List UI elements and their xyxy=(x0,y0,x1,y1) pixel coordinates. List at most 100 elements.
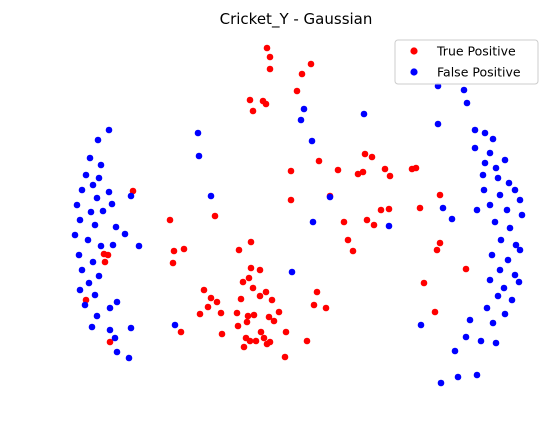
data-point xyxy=(91,291,99,299)
data-point xyxy=(268,296,276,304)
data-point xyxy=(93,194,101,202)
data-point xyxy=(106,338,114,346)
data-point xyxy=(247,238,255,246)
data-point xyxy=(463,99,471,107)
data-point xyxy=(106,326,114,334)
data-point xyxy=(491,218,499,226)
data-point xyxy=(462,265,470,273)
data-point xyxy=(75,251,83,259)
data-point xyxy=(480,186,488,194)
data-point xyxy=(439,204,447,212)
legend-label-false-positive: False Positive xyxy=(437,65,521,80)
data-point xyxy=(494,174,502,182)
data-point xyxy=(492,164,500,172)
data-point xyxy=(288,268,296,276)
data-point xyxy=(508,296,516,304)
data-point xyxy=(88,323,96,331)
data-point xyxy=(512,241,520,249)
data-point xyxy=(106,304,114,312)
data-point xyxy=(256,266,264,274)
data-point xyxy=(78,266,86,274)
data-point xyxy=(111,334,119,342)
data-point xyxy=(180,245,188,253)
data-point xyxy=(94,136,102,144)
data-point xyxy=(234,322,242,330)
data-point xyxy=(95,272,103,280)
data-point xyxy=(113,348,121,356)
data-point xyxy=(454,373,462,381)
data-point xyxy=(344,236,352,244)
legend-frame xyxy=(394,39,539,85)
data-point xyxy=(518,211,526,219)
data-point xyxy=(245,274,253,282)
series-true-positive xyxy=(82,44,470,361)
data-point xyxy=(257,328,265,336)
data-point xyxy=(462,333,470,341)
data-point xyxy=(281,353,289,361)
data-point xyxy=(237,295,245,303)
data-point xyxy=(308,137,316,145)
data-point xyxy=(501,310,509,318)
data-point xyxy=(244,312,252,320)
data-point xyxy=(127,324,135,332)
data-point xyxy=(417,321,425,329)
legend-label-true-positive: True Positive xyxy=(436,44,516,59)
data-point xyxy=(266,53,274,61)
data-point xyxy=(112,223,120,231)
data-point xyxy=(256,292,264,300)
data-point xyxy=(265,313,273,321)
data-point xyxy=(309,218,317,226)
data-point xyxy=(505,179,513,187)
data-point xyxy=(87,208,95,216)
data-point xyxy=(293,87,301,95)
data-point xyxy=(194,129,202,137)
data-point xyxy=(262,100,270,108)
data-point xyxy=(481,129,489,137)
data-point xyxy=(121,230,129,238)
data-point xyxy=(287,167,295,175)
data-point xyxy=(479,171,487,179)
data-point xyxy=(82,171,90,179)
data-point xyxy=(354,170,362,178)
data-point xyxy=(303,337,311,345)
data-point xyxy=(249,107,257,115)
data-point xyxy=(460,86,468,94)
data-point xyxy=(377,206,385,214)
data-point xyxy=(104,251,112,259)
data-point xyxy=(263,44,271,52)
data-point xyxy=(252,337,260,345)
data-point xyxy=(431,308,439,316)
data-point xyxy=(416,204,424,212)
data-point xyxy=(494,292,502,300)
data-point xyxy=(466,316,474,324)
data-point xyxy=(218,330,226,338)
data-point xyxy=(99,207,107,215)
data-point xyxy=(412,164,420,172)
points-layer xyxy=(71,44,526,387)
data-point xyxy=(260,334,268,342)
data-point xyxy=(420,279,428,287)
data-point xyxy=(434,120,442,128)
data-point xyxy=(207,294,215,302)
data-point xyxy=(315,157,323,165)
data-point xyxy=(76,286,84,294)
data-point xyxy=(516,246,524,254)
data-point xyxy=(91,221,99,229)
data-point xyxy=(129,187,137,195)
data-point xyxy=(73,201,81,209)
data-point xyxy=(86,154,94,162)
data-point xyxy=(436,191,444,199)
data-point xyxy=(125,354,133,362)
data-point xyxy=(506,224,514,232)
data-point xyxy=(322,304,330,312)
data-point xyxy=(500,284,508,292)
data-point xyxy=(71,231,79,239)
data-point xyxy=(262,288,270,296)
data-point xyxy=(381,165,389,173)
data-point xyxy=(489,135,497,143)
data-point xyxy=(359,168,367,176)
data-point xyxy=(84,236,92,244)
data-point xyxy=(488,251,496,259)
data-point xyxy=(477,337,485,345)
data-point xyxy=(127,192,135,200)
